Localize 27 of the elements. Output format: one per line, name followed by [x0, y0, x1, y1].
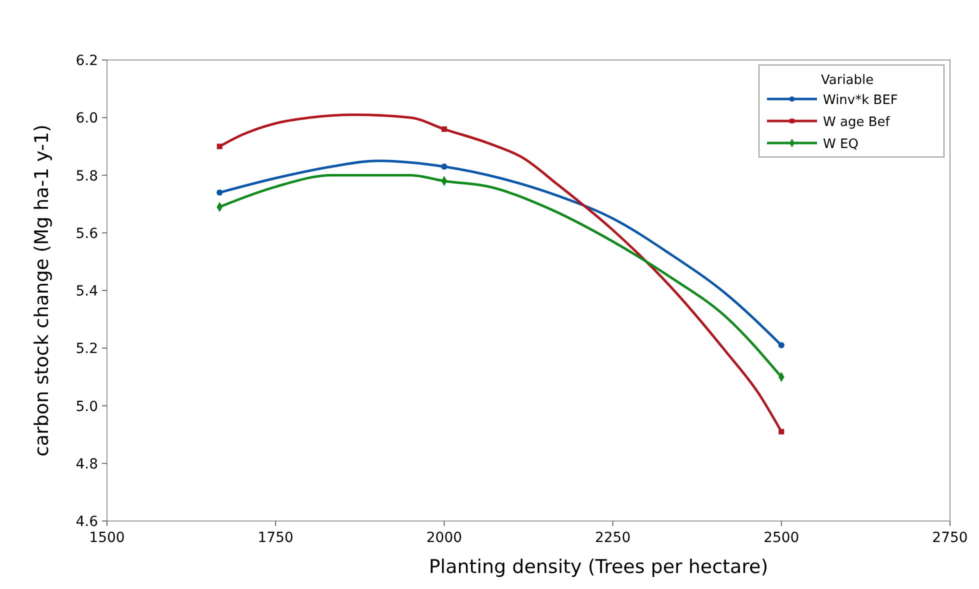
legend-title: Variable: [821, 73, 874, 88]
point: [216, 144, 222, 150]
x-tick-label: 1500: [89, 530, 125, 546]
point: [441, 126, 447, 132]
legend-label: W age Bef: [823, 115, 890, 130]
y-tick-label: 4.6: [76, 514, 98, 530]
y-tick-label: 5.4: [76, 284, 98, 300]
x-tick-label: 1750: [258, 530, 294, 546]
x-tick-label: 2500: [764, 530, 800, 546]
x-tick-label: 2250: [594, 530, 631, 546]
y-tick-label: 4.8: [76, 456, 98, 472]
point: [216, 189, 223, 196]
point: [441, 164, 448, 170]
point: [778, 342, 784, 348]
x-tick-label: 2000: [426, 530, 462, 546]
y-tick-label: 5.2: [76, 341, 98, 358]
point: [778, 428, 784, 434]
y-tick-label: 5.8: [76, 168, 98, 184]
y-tick-label: 6.0: [76, 110, 98, 127]
y-tick-label: 5.0: [76, 398, 98, 415]
x-tick-label: 2750: [932, 530, 968, 546]
y-axis-title: carbon stock change (Mg ha-1 y-1): [31, 124, 53, 456]
legend-label: Winv*k BEF: [823, 93, 898, 108]
y-tick-label: 5.6: [76, 226, 98, 242]
x-axis-title: Planting density (Trees per hectare): [428, 556, 768, 578]
y-tick-label: 6.2: [76, 53, 98, 69]
legend-label: W EQ: [823, 137, 858, 152]
